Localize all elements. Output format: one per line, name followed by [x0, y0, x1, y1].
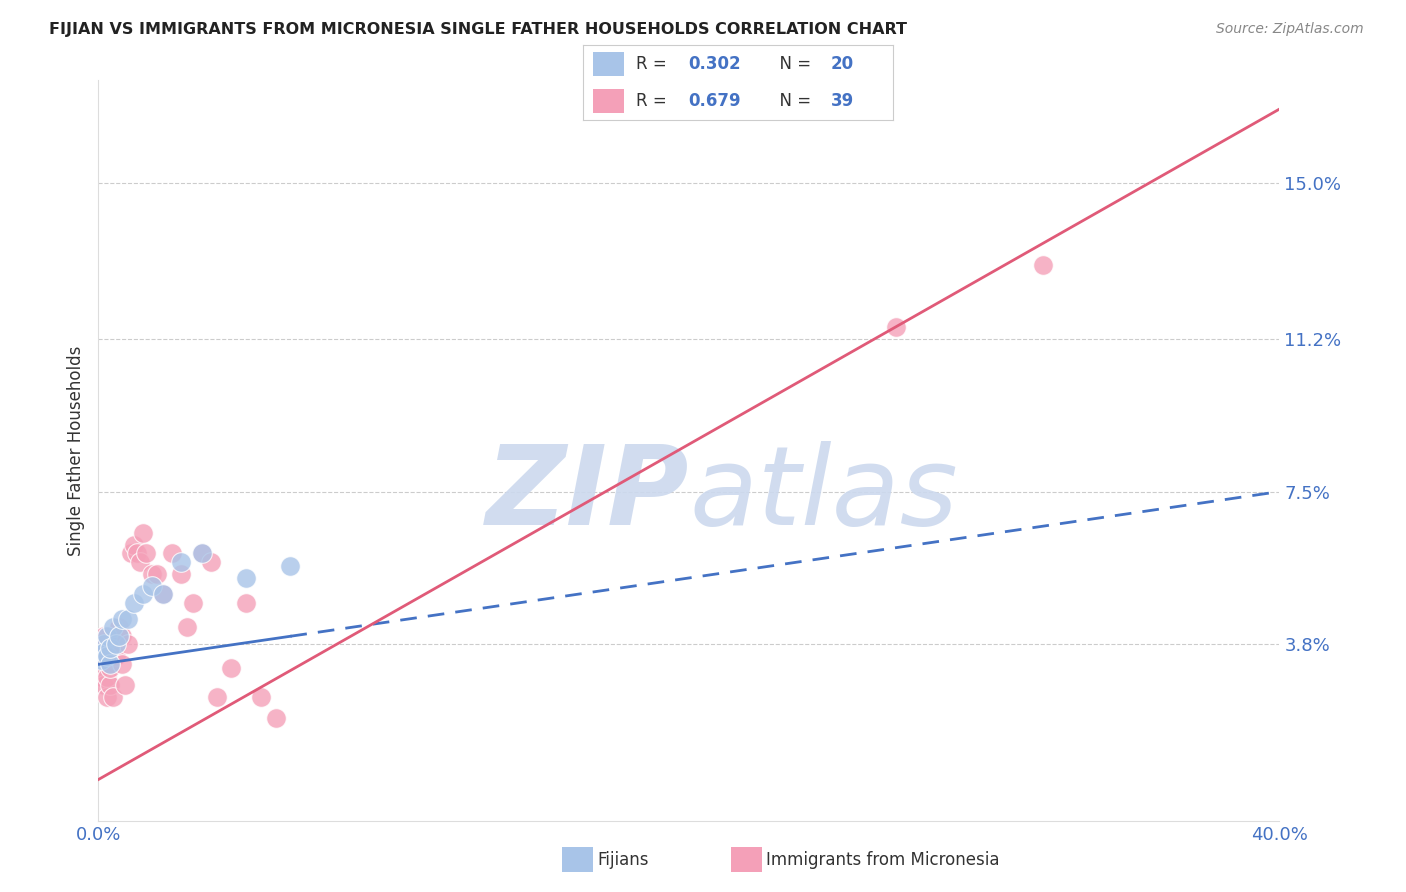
Point	[141, 579, 163, 593]
Point	[103, 620, 125, 634]
Point	[141, 566, 163, 581]
Text: Immigrants from Micronesia: Immigrants from Micronesia	[766, 851, 1000, 869]
Point	[96, 628, 118, 642]
Point	[90, 653, 112, 667]
Point	[135, 546, 157, 560]
Point	[122, 538, 145, 552]
Point	[120, 546, 142, 560]
Text: R =: R =	[636, 55, 672, 73]
Point	[205, 690, 228, 705]
Point	[128, 554, 150, 569]
Point	[264, 711, 287, 725]
Point	[105, 649, 128, 664]
Point	[93, 678, 115, 692]
Point	[170, 554, 193, 569]
Point	[176, 620, 198, 634]
Text: FIJIAN VS IMMIGRANTS FROM MICRONESIA SINGLE FATHER HOUSEHOLDS CORRELATION CHART: FIJIAN VS IMMIGRANTS FROM MICRONESIA SIN…	[49, 22, 907, 37]
Point	[96, 649, 118, 664]
Text: atlas: atlas	[689, 442, 957, 549]
Point	[98, 640, 121, 655]
Bar	[593, 88, 624, 112]
Text: N =: N =	[769, 92, 817, 110]
Bar	[593, 52, 624, 77]
Text: ZIP: ZIP	[485, 442, 689, 549]
Text: 39: 39	[831, 92, 855, 110]
Point	[200, 554, 222, 569]
Point	[191, 546, 214, 560]
Point	[170, 566, 193, 581]
Point	[117, 637, 139, 651]
Point	[93, 628, 115, 642]
Text: N =: N =	[769, 55, 817, 73]
Point	[103, 690, 125, 705]
Point	[1032, 259, 1054, 273]
Point	[152, 587, 174, 601]
Point	[152, 587, 174, 601]
Text: 0.679: 0.679	[689, 92, 741, 110]
Point	[93, 645, 115, 659]
Point	[114, 678, 136, 692]
Point	[250, 690, 273, 705]
Point	[191, 546, 214, 560]
Point	[235, 596, 257, 610]
Text: 20: 20	[831, 55, 853, 73]
Point	[111, 612, 134, 626]
Text: Fijians: Fijians	[598, 851, 650, 869]
Point	[125, 546, 148, 560]
Point	[103, 637, 125, 651]
Text: R =: R =	[636, 92, 672, 110]
Point	[98, 661, 121, 675]
Point	[96, 649, 118, 664]
Text: 0.302: 0.302	[689, 55, 741, 73]
Point	[117, 612, 139, 626]
Point	[90, 649, 112, 664]
Point	[96, 690, 118, 705]
Point	[111, 657, 134, 672]
Point	[221, 661, 243, 675]
Point	[98, 657, 121, 672]
Point	[90, 670, 112, 684]
Point	[146, 566, 169, 581]
Point	[132, 587, 155, 601]
Point	[122, 596, 145, 610]
Point	[108, 628, 131, 642]
Text: Source: ZipAtlas.com: Source: ZipAtlas.com	[1216, 22, 1364, 37]
Point	[181, 596, 204, 610]
Point	[96, 670, 118, 684]
Point	[280, 558, 302, 573]
Point	[132, 525, 155, 540]
Point	[105, 637, 128, 651]
Point	[98, 678, 121, 692]
Point	[108, 620, 131, 634]
Point	[884, 320, 907, 334]
Point	[235, 571, 257, 585]
Point	[162, 546, 183, 560]
Point	[93, 637, 115, 651]
Point	[111, 628, 134, 642]
Y-axis label: Single Father Households: Single Father Households	[66, 345, 84, 556]
